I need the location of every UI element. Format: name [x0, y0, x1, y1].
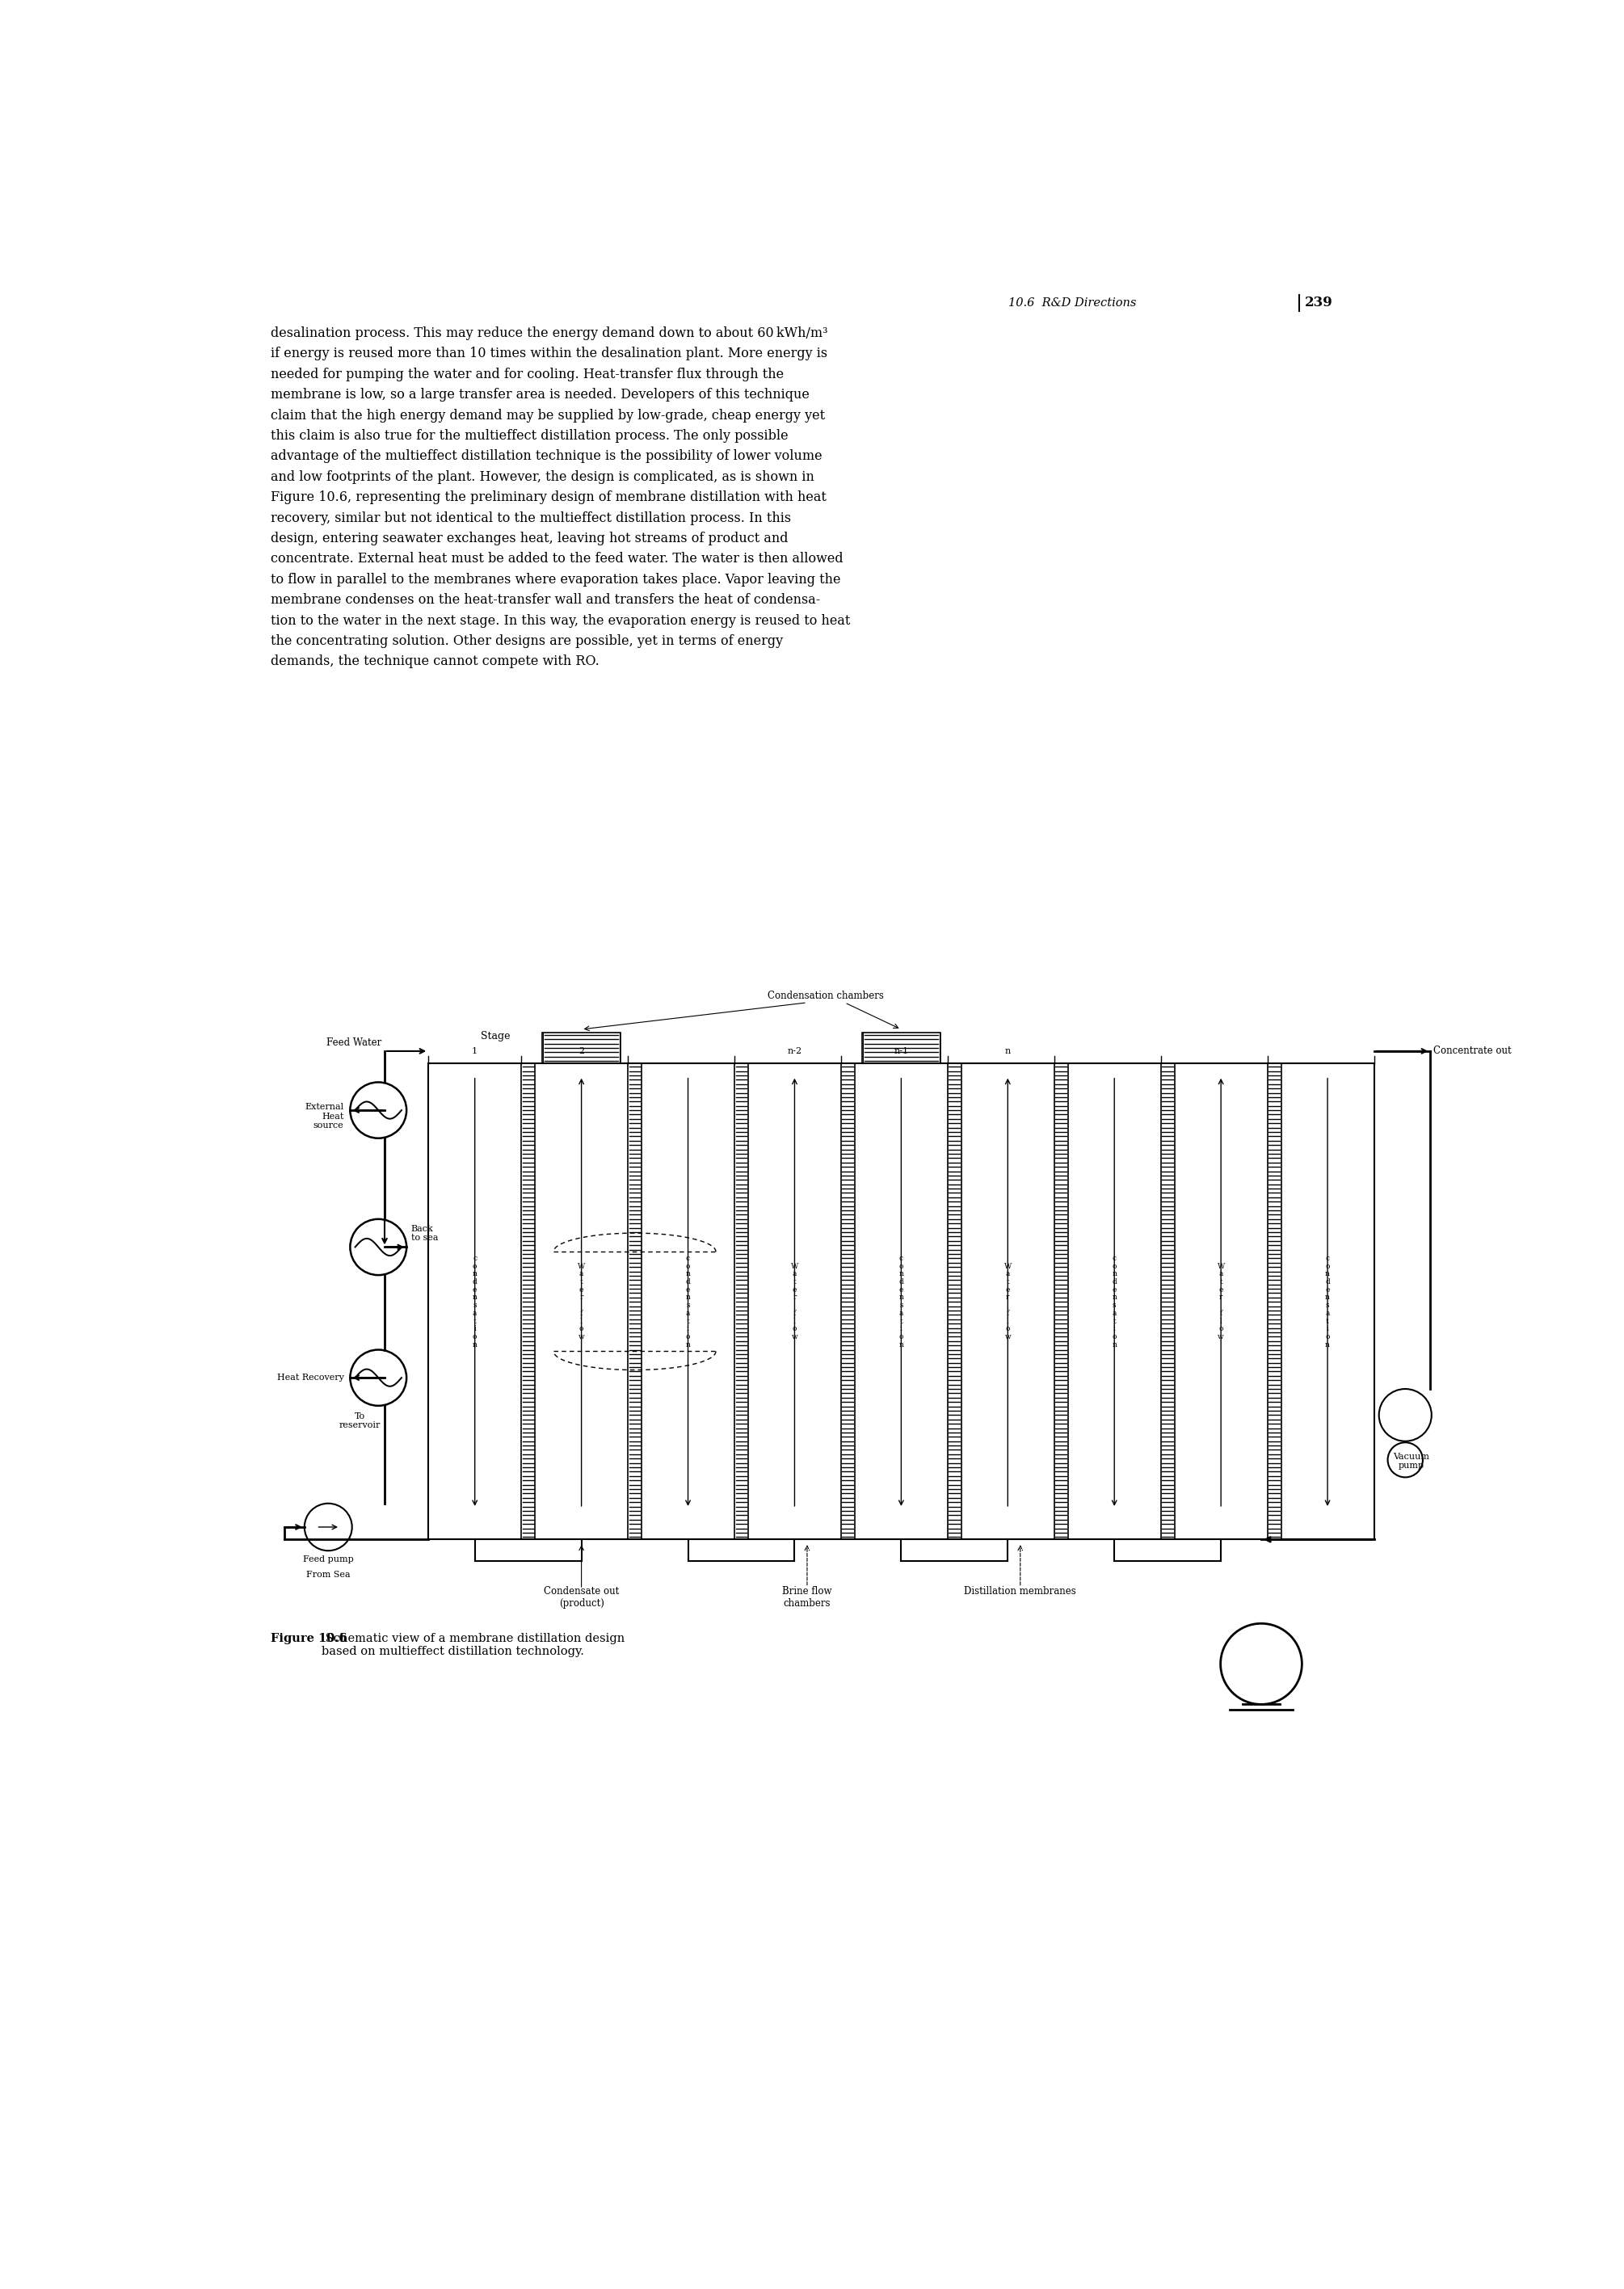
Text: n-1: n-1 [893, 1046, 908, 1055]
Text: n: n [1005, 1046, 1010, 1055]
Text: W
a
t
e
r

f
l
o
w: W a t e r f l o w [1004, 1264, 1012, 1341]
Text: if energy is reused more than 10 times within the desalination plant. More energ: if energy is reused more than 10 times w… [271, 348, 827, 362]
Text: advantage of the multieffect distillation technique is the possibility of lower : advantage of the multieffect distillatio… [271, 449, 822, 462]
Text: W
a
t
e
r

f
l
o
w: W a t e r f l o w [578, 1264, 585, 1341]
Text: Schematic view of a membrane distillation design
based on multieffect distillati: Schematic view of a membrane distillatio… [322, 1632, 625, 1657]
Bar [542, 1032, 620, 1064]
Text: From Sea: From Sea [307, 1570, 351, 1579]
Text: design, entering seawater exchanges heat, leaving hot streams of product and: design, entering seawater exchanges heat… [271, 531, 788, 545]
Text: c
o
n
d
e
n
s
a
t
i
o
n: c o n d e n s a t i o n [685, 1254, 690, 1348]
Text: Concentrate out: Concentrate out [1434, 1046, 1512, 1055]
Text: concentrate. External heat must be added to the feed water. The water is then al: concentrate. External heat must be added… [271, 552, 843, 565]
Text: 1: 1 [473, 1046, 477, 1055]
Text: To
reservoir: To reservoir [339, 1412, 380, 1428]
Text: W
a
t
e
r

f
l
o
w: W a t e r f l o w [791, 1264, 799, 1341]
Text: claim that the high energy demand may be supplied by low-grade, cheap energy yet: claim that the high energy demand may be… [271, 407, 825, 421]
Text: W
a
t
e
r

f
l
o
w: W a t e r f l o w [1218, 1264, 1224, 1341]
Text: Vacuum
pump: Vacuum pump [1393, 1454, 1429, 1470]
Text: Figure 10.6: Figure 10.6 [271, 1632, 348, 1644]
Text: Stage: Stage [481, 1032, 510, 1041]
Text: Feed Water: Feed Water [326, 1037, 382, 1048]
Text: Distillation membranes: Distillation membranes [965, 1586, 1077, 1598]
Text: 10.6  R&D Directions: 10.6 R&D Directions [1009, 298, 1137, 309]
Text: Back
to sea: Back to sea [411, 1225, 438, 1243]
Text: Condensation chambers: Condensation chambers [768, 991, 883, 1000]
Text: c
o
n
d
e
n
s
a
t
i
o
n: c o n d e n s a t i o n [898, 1254, 903, 1348]
Text: the concentrating solution. Other designs are possible, yet in terms of energy: the concentrating solution. Other design… [271, 634, 783, 648]
Bar [862, 1032, 940, 1064]
Text: c
o
n
d
e
n
s
a
t
i
o
n: c o n d e n s a t i o n [473, 1254, 477, 1348]
Text: membrane condenses on the heat-transfer wall and transfers the heat of condensa-: membrane condenses on the heat-transfer … [271, 593, 820, 607]
Text: Condensate out
(product): Condensate out (product) [544, 1586, 619, 1609]
Text: and low footprints of the plant. However, the design is complicated, as is shown: and low footprints of the plant. However… [271, 469, 814, 483]
Text: desalination process. This may reduce the energy demand down to about 60 kWh/m³: desalination process. This may reduce th… [271, 327, 828, 341]
Bar [429, 1064, 1374, 1540]
Text: c
o
n
d
e
n
s
a
t
i
o
n: c o n d e n s a t i o n [1325, 1254, 1330, 1348]
Text: Heat Recovery: Heat Recovery [278, 1373, 344, 1383]
Text: 239: 239 [1306, 295, 1333, 309]
Text: tion to the water in the next stage. In this way, the evaporation energy is reus: tion to the water in the next stage. In … [271, 613, 851, 627]
Text: Brine flow
chambers: Brine flow chambers [783, 1586, 831, 1609]
Text: recovery, similar but not identical to the multieffect distillation process. In : recovery, similar but not identical to t… [271, 510, 791, 524]
Text: External
Heat
source: External Heat source [305, 1103, 344, 1131]
Text: 2: 2 [578, 1046, 585, 1055]
Text: n-2: n-2 [788, 1046, 802, 1055]
Text: to flow in parallel to the membranes where evaporation takes place. Vapor leavin: to flow in parallel to the membranes whe… [271, 572, 841, 586]
Text: Feed pump: Feed pump [304, 1557, 354, 1563]
Text: this claim is also true for the multieffect distillation process. The only possi: this claim is also true for the multieff… [271, 428, 788, 442]
Text: Figure 10.6, representing the preliminary design of membrane distillation with h: Figure 10.6, representing the preliminar… [271, 490, 827, 504]
Text: membrane is low, so a large transfer area is needed. Developers of this techniqu: membrane is low, so a large transfer are… [271, 387, 809, 401]
Text: demands, the technique cannot compete with RO.: demands, the technique cannot compete wi… [271, 655, 599, 668]
Text: c
o
n
d
e
n
s
a
t
i
o
n: c o n d e n s a t i o n [1112, 1254, 1117, 1348]
Text: needed for pumping the water and for cooling. Heat-transfer flux through the: needed for pumping the water and for coo… [271, 366, 784, 380]
